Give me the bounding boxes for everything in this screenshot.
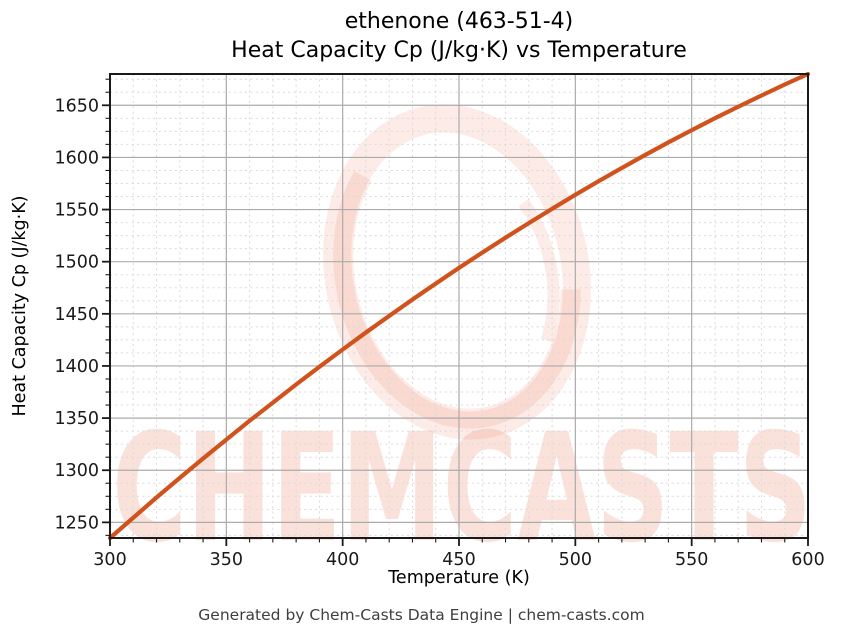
x-tick-label: 450 bbox=[442, 550, 475, 570]
y-tick-label: 1600 bbox=[54, 148, 99, 168]
page-title-line1: ethenone (463-51-4) bbox=[344, 9, 574, 34]
y-tick-label: 1300 bbox=[54, 461, 99, 481]
cp-curve bbox=[107, 71, 811, 541]
watermark-ring-logo bbox=[323, 104, 591, 440]
y-tick-label: 1450 bbox=[54, 305, 99, 325]
x-tick-label: 400 bbox=[326, 550, 359, 570]
y-tick-label: 1350 bbox=[54, 409, 99, 429]
x-axis-label: Temperature (K) bbox=[388, 568, 530, 588]
x-tick-label: 550 bbox=[675, 550, 708, 570]
x-tick-label: 600 bbox=[791, 550, 824, 570]
footer-attribution: Generated by Chem-Casts Data Engine | ch… bbox=[198, 606, 645, 624]
y-tick-label: 1400 bbox=[54, 357, 99, 377]
y-axis-label: Heat Capacity Cp (J/kg·K) bbox=[10, 195, 30, 417]
x-tick-label: 350 bbox=[210, 550, 243, 570]
x-tick-label: 500 bbox=[559, 550, 592, 570]
x-tick-label: 300 bbox=[93, 550, 126, 570]
y-tick-label: 1550 bbox=[54, 201, 99, 221]
y-tick-label: 1250 bbox=[54, 513, 99, 533]
y-tick-label: 1650 bbox=[54, 96, 99, 116]
axes-spines bbox=[109, 73, 809, 539]
page-title-line2: Heat Capacity Cp (J/kg·K) vs Temperature bbox=[231, 38, 687, 63]
y-tick-label: 1500 bbox=[54, 253, 99, 273]
